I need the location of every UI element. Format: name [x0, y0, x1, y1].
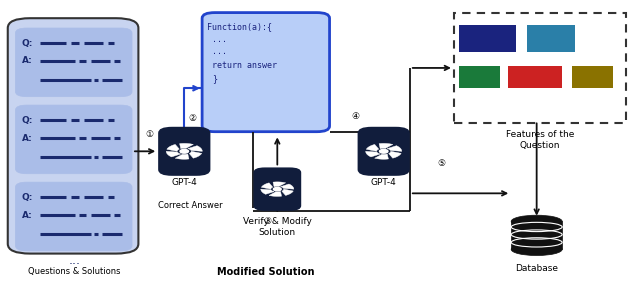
Text: Questions & Solutions: Questions & Solutions — [28, 267, 121, 276]
Text: ②: ② — [189, 114, 196, 123]
Bar — [459, 25, 516, 52]
Circle shape — [273, 187, 281, 191]
Text: Features of the
Question: Features of the Question — [506, 130, 574, 150]
Text: Correct Answer: Correct Answer — [158, 201, 223, 211]
Polygon shape — [180, 143, 193, 149]
FancyBboxPatch shape — [158, 127, 211, 176]
Bar — [511, 221, 562, 249]
Polygon shape — [261, 183, 273, 189]
FancyBboxPatch shape — [8, 18, 138, 254]
Text: Modified Solution: Modified Solution — [217, 267, 315, 277]
Bar — [459, 66, 500, 88]
Text: ③: ③ — [264, 217, 272, 226]
FancyBboxPatch shape — [15, 28, 132, 97]
Circle shape — [380, 149, 388, 153]
Ellipse shape — [511, 215, 562, 228]
Polygon shape — [189, 151, 202, 158]
FancyBboxPatch shape — [358, 127, 410, 176]
FancyBboxPatch shape — [15, 105, 132, 174]
FancyBboxPatch shape — [202, 13, 330, 132]
Polygon shape — [261, 189, 274, 194]
Text: }: } — [212, 74, 217, 83]
Polygon shape — [379, 143, 393, 149]
Text: Q:: Q: — [22, 38, 33, 48]
FancyBboxPatch shape — [253, 168, 301, 211]
Text: Function(a):{: Function(a):{ — [207, 22, 271, 31]
Text: ⑤: ⑤ — [437, 159, 445, 168]
FancyBboxPatch shape — [15, 182, 132, 251]
Polygon shape — [167, 144, 179, 151]
Bar — [527, 25, 575, 52]
Text: Verify & Modify
Solution: Verify & Modify Solution — [243, 217, 312, 237]
Polygon shape — [282, 189, 293, 196]
Text: A:: A: — [22, 134, 33, 143]
Text: ...: ... — [212, 47, 227, 56]
Polygon shape — [188, 146, 202, 151]
Polygon shape — [269, 192, 282, 196]
Polygon shape — [175, 154, 189, 159]
Ellipse shape — [511, 243, 562, 256]
Bar — [508, 66, 562, 88]
Text: ①: ① — [145, 130, 154, 139]
Text: return answer: return answer — [212, 61, 276, 70]
Polygon shape — [280, 184, 294, 189]
Polygon shape — [374, 154, 388, 159]
FancyBboxPatch shape — [454, 13, 626, 123]
Bar — [572, 66, 613, 88]
Text: ④: ④ — [351, 112, 359, 121]
Polygon shape — [366, 144, 379, 151]
Text: ...: ... — [212, 35, 227, 44]
Circle shape — [180, 149, 189, 153]
Polygon shape — [387, 146, 402, 151]
Text: ...: ... — [68, 254, 81, 267]
Text: A:: A: — [22, 57, 33, 65]
Text: Q:: Q: — [22, 116, 33, 125]
Polygon shape — [365, 151, 380, 157]
Text: Q:: Q: — [22, 193, 33, 202]
Text: GPT-4: GPT-4 — [172, 178, 197, 186]
Text: Database: Database — [515, 264, 558, 273]
Polygon shape — [166, 151, 180, 157]
Polygon shape — [273, 182, 285, 187]
Text: GPT-4: GPT-4 — [371, 178, 397, 186]
Text: A:: A: — [22, 211, 33, 220]
Polygon shape — [388, 151, 401, 158]
